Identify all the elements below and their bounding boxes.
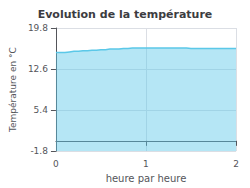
svg-text:5.4: 5.4 xyxy=(34,105,49,115)
svg-text:heure par heure: heure par heure xyxy=(106,173,187,184)
svg-text:0: 0 xyxy=(53,159,59,169)
svg-text:Evolution de la température: Evolution de la température xyxy=(38,8,213,21)
svg-text:12.6: 12.6 xyxy=(28,64,48,74)
svg-text:1: 1 xyxy=(143,159,149,169)
svg-text:2: 2 xyxy=(233,159,239,169)
svg-text:-1.8: -1.8 xyxy=(30,146,48,156)
svg-text:Température en °C: Température en °C xyxy=(8,47,18,133)
svg-text:19.8: 19.8 xyxy=(28,23,48,33)
